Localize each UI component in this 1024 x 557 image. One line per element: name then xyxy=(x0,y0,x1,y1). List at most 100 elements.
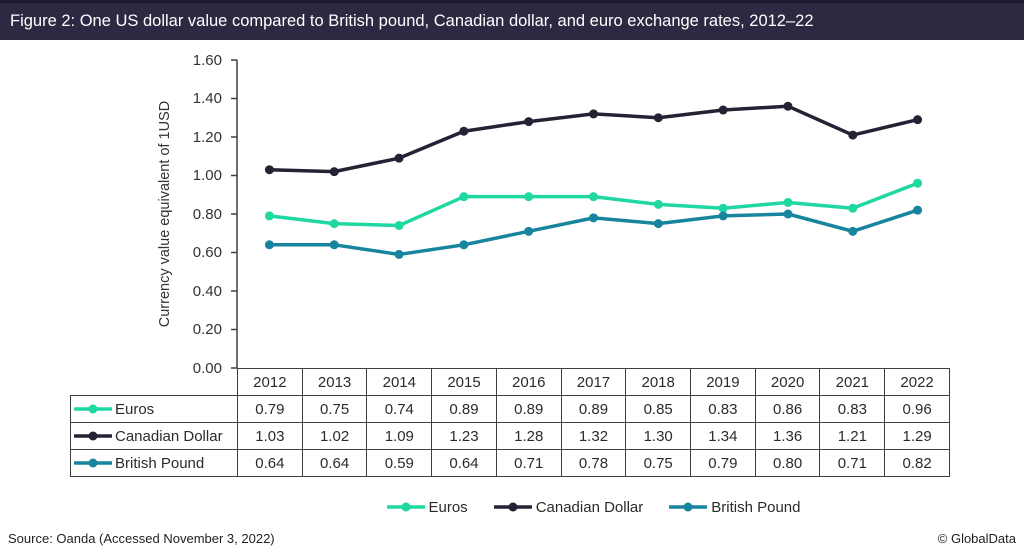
value-cell: 0.86 xyxy=(754,395,821,423)
value-cell: 0.82 xyxy=(884,449,950,477)
value-cell: 1.09 xyxy=(366,422,433,450)
series-name: Canadian Dollar xyxy=(115,427,223,445)
year-header-cell: 2018 xyxy=(625,368,692,396)
data-point-british-pound xyxy=(589,213,598,223)
data-point-canadian-dollar xyxy=(848,130,858,140)
value-cell: 1.34 xyxy=(690,422,756,450)
value-cell: 0.79 xyxy=(237,395,303,423)
series-name: British Pound xyxy=(115,454,205,472)
value-cell: 0.80 xyxy=(754,449,821,477)
data-point-canadian-dollar xyxy=(589,109,598,119)
data-point-euros xyxy=(394,221,404,231)
value-cell: 0.64 xyxy=(237,449,303,477)
data-point-british-pound xyxy=(653,219,663,229)
y-tick-label: 0.80 xyxy=(192,205,222,223)
value-cell: 1.36 xyxy=(754,422,821,450)
value-cell: 1.21 xyxy=(819,422,886,450)
value-cell: 0.83 xyxy=(819,395,886,423)
value-cell: 1.32 xyxy=(560,422,627,450)
value-cell: 0.89 xyxy=(431,395,497,423)
series-marker-icon xyxy=(493,502,532,512)
data-point-canadian-dollar xyxy=(913,115,923,125)
series-marker-icon xyxy=(669,502,708,512)
y-tick-label: 0.20 xyxy=(192,321,222,338)
series-label-cell: British Pound xyxy=(70,449,238,477)
series-marker-icon xyxy=(74,431,112,441)
value-cell: 0.75 xyxy=(625,449,692,477)
value-cell: 0.96 xyxy=(884,395,950,423)
year-header-cell: 2012 xyxy=(237,368,303,396)
data-point-canadian-dollar xyxy=(329,167,339,177)
value-cell: 1.23 xyxy=(431,422,497,450)
figure-title: Figure 2: One US dollar value compared t… xyxy=(10,12,814,30)
data-point-euros xyxy=(264,211,274,221)
data-point-euros xyxy=(913,178,923,188)
value-cell: 1.03 xyxy=(237,422,303,450)
legend-item-canadian-dollar: Canadian Dollar xyxy=(493,498,644,516)
data-point-canadian-dollar xyxy=(783,101,793,111)
y-tick-label: 1.40 xyxy=(192,90,222,107)
data-point-british-pound xyxy=(783,209,793,219)
data-point-euros xyxy=(589,192,598,202)
value-cell: 0.79 xyxy=(690,449,756,477)
year-header-cell: 2021 xyxy=(819,368,886,396)
y-tick-label: 1.00 xyxy=(192,167,222,184)
table-corner-cell xyxy=(71,369,238,396)
table-row-euros: Euros 0.79 0.75 0.74 0.89 0.89 0.89 0.85 0.83 0.8… xyxy=(70,395,950,423)
year-header-cell: 2015 xyxy=(431,368,497,396)
y-tick-label: 1.20 xyxy=(192,128,222,146)
legend-label: Canadian Dollar xyxy=(535,498,644,516)
year-header-cell: 2014 xyxy=(366,368,433,396)
value-cell: 0.75 xyxy=(301,395,368,423)
data-point-british-pound xyxy=(459,240,469,250)
data-point-euros xyxy=(848,203,858,213)
value-cell: 1.29 xyxy=(884,422,950,450)
series-label: Euros xyxy=(74,401,237,418)
year-header-cell: 2019 xyxy=(690,368,756,396)
year-header-cell: 2020 xyxy=(754,368,821,396)
series-label-cell: Canadian Dollar xyxy=(70,422,238,450)
year-header-cell: 2022 xyxy=(884,368,950,396)
value-cell: 0.74 xyxy=(366,395,433,423)
legend-label: Euros xyxy=(428,498,468,516)
y-tick-label: 0.40 xyxy=(192,282,222,300)
value-cell: 0.64 xyxy=(431,449,497,477)
data-point-british-pound xyxy=(264,240,274,250)
year-header-cell: 2017 xyxy=(560,368,627,396)
data-point-canadian-dollar xyxy=(718,105,728,115)
figure-title-bar: Figure 2: One US dollar value compared t… xyxy=(0,0,1024,40)
series-label: British Pound xyxy=(74,455,237,472)
data-point-euros xyxy=(653,199,663,209)
y-tick-label: 1.60 xyxy=(192,51,222,69)
value-cell: 1.02 xyxy=(301,422,368,450)
y-tick-label: 0.60 xyxy=(192,244,222,261)
value-cell: 0.83 xyxy=(690,395,756,423)
value-cell: 0.71 xyxy=(819,449,886,477)
value-cell: 0.64 xyxy=(301,449,368,477)
line-chart xyxy=(231,59,923,369)
value-cell: 0.71 xyxy=(495,449,562,477)
data-point-euros xyxy=(718,203,728,213)
data-point-british-pound xyxy=(329,240,339,250)
data-point-british-pound xyxy=(394,249,404,259)
legend-item-euros: Euros xyxy=(386,498,468,516)
data-point-canadian-dollar xyxy=(459,126,469,136)
value-cell: 1.30 xyxy=(625,422,692,450)
legend-label: British Pound xyxy=(711,498,801,516)
data-point-canadian-dollar xyxy=(394,153,404,163)
series-marker-icon xyxy=(74,404,112,414)
data-point-british-pound xyxy=(848,226,858,236)
value-cell: 0.78 xyxy=(560,449,627,477)
chart-legend: Euros Canadian Dollar British Pound xyxy=(237,494,950,520)
data-point-euros xyxy=(329,219,339,229)
data-point-canadian-dollar xyxy=(653,113,663,123)
value-cell: 0.89 xyxy=(560,395,627,423)
data-point-british-pound xyxy=(913,205,923,215)
series-label: Canadian Dollar xyxy=(74,428,237,445)
table-row-british-pound: British Pound 0.64 0.64 0.59 0.64 0.71 0.78 0.7… xyxy=(70,449,950,477)
series-label-cell: Euros xyxy=(70,395,238,423)
y-axis-tick-labels: 0.00 0.20 0.40 0.60 0.80 1.00 1.20 1.40 1.60 xyxy=(162,0,222,557)
data-point-canadian-dollar xyxy=(264,165,274,175)
value-cell: 0.59 xyxy=(366,449,433,477)
value-cell: 0.89 xyxy=(495,395,562,423)
